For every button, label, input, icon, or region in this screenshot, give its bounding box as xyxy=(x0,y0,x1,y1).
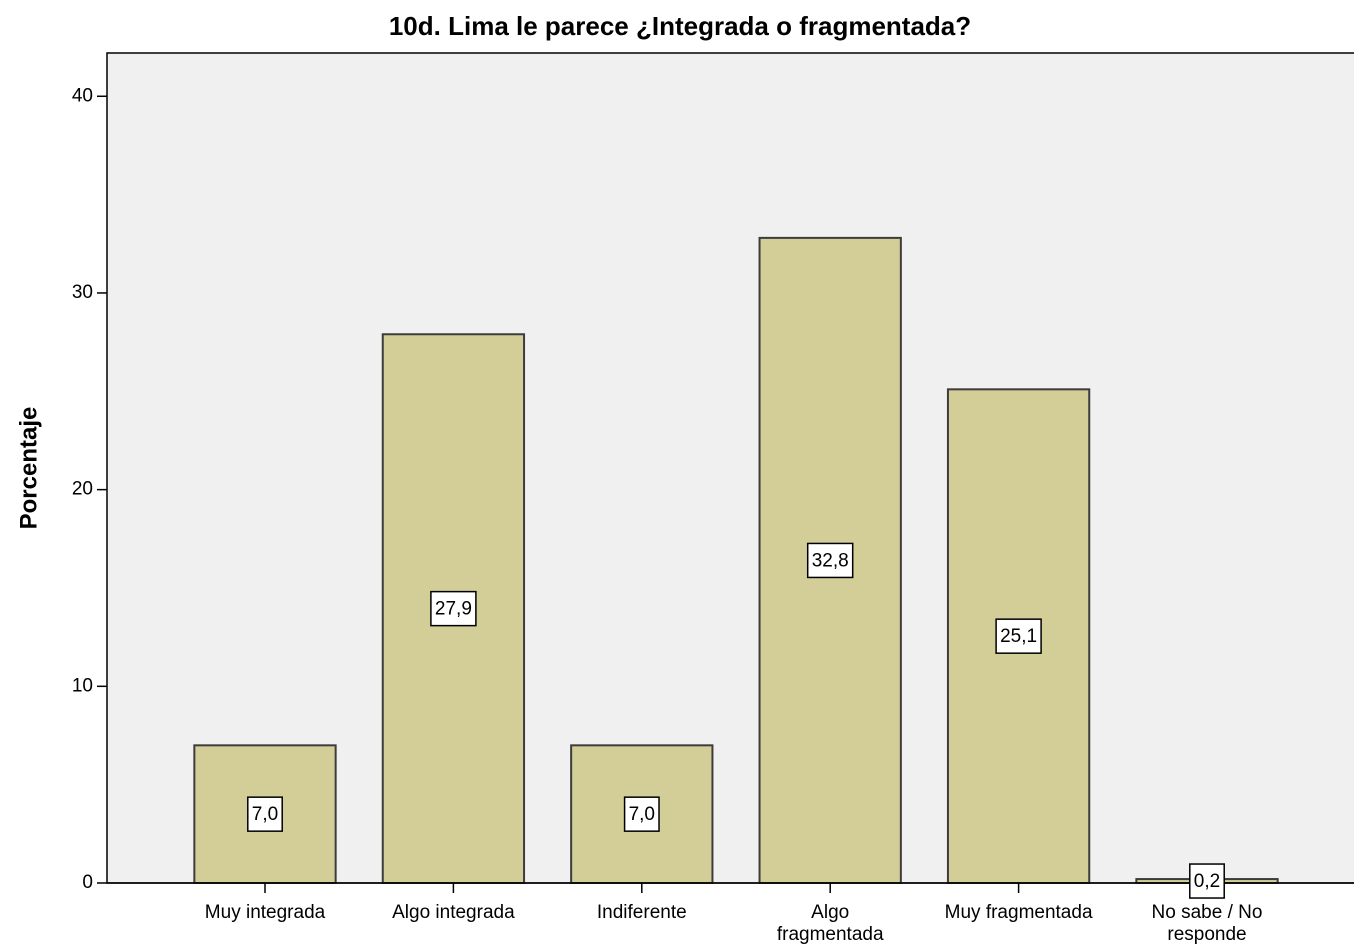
value-label-box xyxy=(430,590,477,627)
chart-title: 10d. Lima le parece ¿Integrada o fragmen… xyxy=(389,11,971,41)
value-label-box xyxy=(623,796,660,832)
y-tick-label: 20 xyxy=(72,479,93,500)
x-tick-label: Muy fragmentada xyxy=(944,902,1093,923)
x-tick-label: Indiferente xyxy=(596,902,687,923)
value-label-box xyxy=(806,542,854,579)
y-tick-label: 40 xyxy=(72,85,93,106)
value-label-box xyxy=(1189,863,1225,899)
x-tick-label: No sabe / No responde xyxy=(1151,902,1263,945)
y-tick-label: 10 xyxy=(72,675,93,696)
value-label-box xyxy=(247,796,283,832)
value-label: 0,2 xyxy=(1194,871,1220,892)
x-tick-label: Algo integrada xyxy=(392,902,515,923)
value-label: 7,0 xyxy=(629,804,655,825)
x-tick-label: Muy integrada xyxy=(204,902,326,923)
value-label: 27,9 xyxy=(435,599,472,620)
x-tick-label: Algo fragmentada xyxy=(776,902,884,945)
value-label: 25,1 xyxy=(1000,626,1037,647)
value-label: 7,0 xyxy=(252,804,278,825)
y-tick-label: 30 xyxy=(72,282,93,303)
value-label-box xyxy=(995,618,1042,654)
bar xyxy=(193,744,337,884)
y-axis-label: Porcentaje xyxy=(15,407,42,530)
y-tick-label: 0 xyxy=(82,872,93,893)
value-label: 32,8 xyxy=(812,550,849,571)
